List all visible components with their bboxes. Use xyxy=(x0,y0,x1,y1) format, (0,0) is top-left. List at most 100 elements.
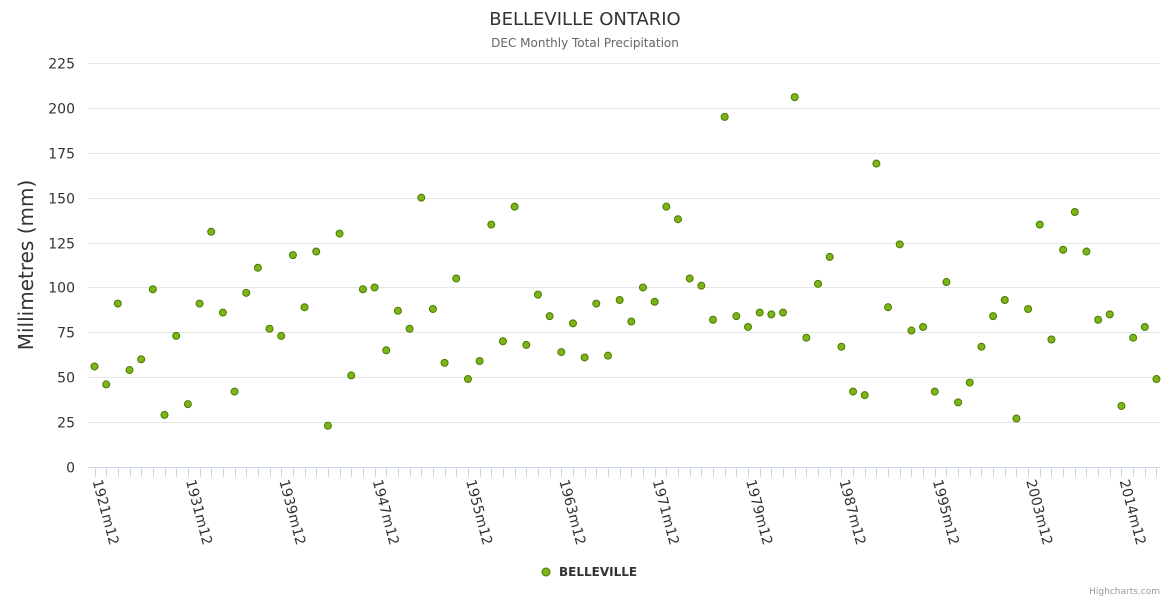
data-point[interactable] xyxy=(872,159,881,168)
data-point[interactable] xyxy=(568,319,577,328)
data-point[interactable] xyxy=(183,400,192,409)
data-point[interactable] xyxy=(720,112,729,121)
data-point[interactable] xyxy=(1059,245,1068,254)
data-point[interactable] xyxy=(253,263,262,272)
data-point[interactable] xyxy=(732,312,741,321)
y-tick-label: 0 xyxy=(66,461,75,477)
data-point[interactable] xyxy=(522,340,531,349)
data-point[interactable] xyxy=(627,317,636,326)
data-point[interactable] xyxy=(849,387,858,396)
data-point[interactable] xyxy=(393,306,402,315)
data-point[interactable] xyxy=(1140,322,1149,331)
data-point[interactable] xyxy=(837,342,846,351)
data-point[interactable] xyxy=(662,202,671,211)
data-point[interactable] xyxy=(510,202,519,211)
data-point[interactable] xyxy=(1117,401,1126,410)
data-point[interactable] xyxy=(1094,315,1103,324)
data-point[interactable] xyxy=(487,220,496,229)
data-point[interactable] xyxy=(755,308,764,317)
data-point[interactable] xyxy=(1082,247,1091,256)
data-point[interactable] xyxy=(615,296,624,305)
data-point[interactable] xyxy=(335,229,344,238)
data-point[interactable] xyxy=(802,333,811,342)
data-point[interactable] xyxy=(1105,310,1114,319)
data-point[interactable] xyxy=(790,93,799,102)
data-point[interactable] xyxy=(744,322,753,331)
data-point[interactable] xyxy=(930,387,939,396)
data-point[interactable] xyxy=(148,285,157,294)
data-point[interactable] xyxy=(650,297,659,306)
data-point[interactable] xyxy=(1047,335,1056,344)
data-point[interactable] xyxy=(113,299,122,308)
data-point[interactable] xyxy=(498,337,507,346)
data-point[interactable] xyxy=(172,331,181,340)
data-point[interactable] xyxy=(1024,304,1033,313)
data-point[interactable] xyxy=(452,274,461,283)
data-point[interactable] xyxy=(685,274,694,283)
data-point[interactable] xyxy=(1070,208,1079,217)
data-point[interactable] xyxy=(580,353,589,362)
data-point[interactable] xyxy=(300,303,309,312)
data-point[interactable] xyxy=(475,357,484,366)
data-point[interactable] xyxy=(218,308,227,317)
data-point[interactable] xyxy=(603,351,612,360)
data-point[interactable] xyxy=(463,375,472,384)
data-point[interactable] xyxy=(358,285,367,294)
x-tick-label: 1947m12 xyxy=(369,478,402,547)
data-point[interactable] xyxy=(195,299,204,308)
data-point[interactable] xyxy=(405,324,414,333)
data-point[interactable] xyxy=(160,410,169,419)
data-point[interactable] xyxy=(370,283,379,292)
data-point[interactable] xyxy=(697,281,706,290)
data-point[interactable] xyxy=(919,322,928,331)
data-point[interactable] xyxy=(942,278,951,287)
data-point[interactable] xyxy=(265,324,274,333)
data-point[interactable] xyxy=(779,308,788,317)
data-point[interactable] xyxy=(288,251,297,260)
data-point[interactable] xyxy=(965,378,974,387)
credits-link[interactable]: Highcharts.com xyxy=(1089,587,1160,597)
data-point[interactable] xyxy=(137,355,146,364)
data-point[interactable] xyxy=(533,290,542,299)
data-point[interactable] xyxy=(895,240,904,249)
data-point[interactable] xyxy=(592,299,601,308)
data-point[interactable] xyxy=(440,358,449,367)
data-point[interactable] xyxy=(277,331,286,340)
data-point[interactable] xyxy=(860,391,869,400)
legend-item-belleville[interactable]: BELLEVILLE xyxy=(559,565,637,579)
data-point[interactable] xyxy=(1035,220,1044,229)
data-point[interactable] xyxy=(230,387,239,396)
data-point[interactable] xyxy=(90,362,99,371)
data-point[interactable] xyxy=(312,247,321,256)
data-point[interactable] xyxy=(428,304,437,313)
y-tick-label: 175 xyxy=(48,147,75,163)
data-point[interactable] xyxy=(954,398,963,407)
data-point[interactable] xyxy=(125,366,134,375)
data-point[interactable] xyxy=(709,315,718,324)
chart-title: BELLEVILLE ONTARIO xyxy=(489,9,680,30)
data-point[interactable] xyxy=(907,326,916,335)
data-point[interactable] xyxy=(382,346,391,355)
data-point[interactable] xyxy=(417,193,426,202)
data-point[interactable] xyxy=(242,288,251,297)
data-point[interactable] xyxy=(814,279,823,288)
data-point[interactable] xyxy=(989,312,998,321)
data-point[interactable] xyxy=(825,252,834,261)
data-point[interactable] xyxy=(557,348,566,357)
data-point[interactable] xyxy=(347,371,356,380)
data-point[interactable] xyxy=(674,215,682,224)
data-point[interactable] xyxy=(323,421,332,430)
data-point[interactable] xyxy=(1129,333,1138,342)
data-point[interactable] xyxy=(102,380,111,389)
data-point[interactable] xyxy=(1000,296,1009,305)
data-point[interactable] xyxy=(638,283,647,292)
legend[interactable]: BELLEVILLE xyxy=(541,565,637,579)
data-point[interactable] xyxy=(884,303,893,312)
data-point[interactable] xyxy=(1152,375,1161,384)
data-point[interactable] xyxy=(545,312,554,321)
data-point[interactable] xyxy=(977,342,986,351)
data-point[interactable] xyxy=(207,227,216,236)
data-point[interactable] xyxy=(1012,414,1021,423)
data-point[interactable] xyxy=(767,310,776,319)
